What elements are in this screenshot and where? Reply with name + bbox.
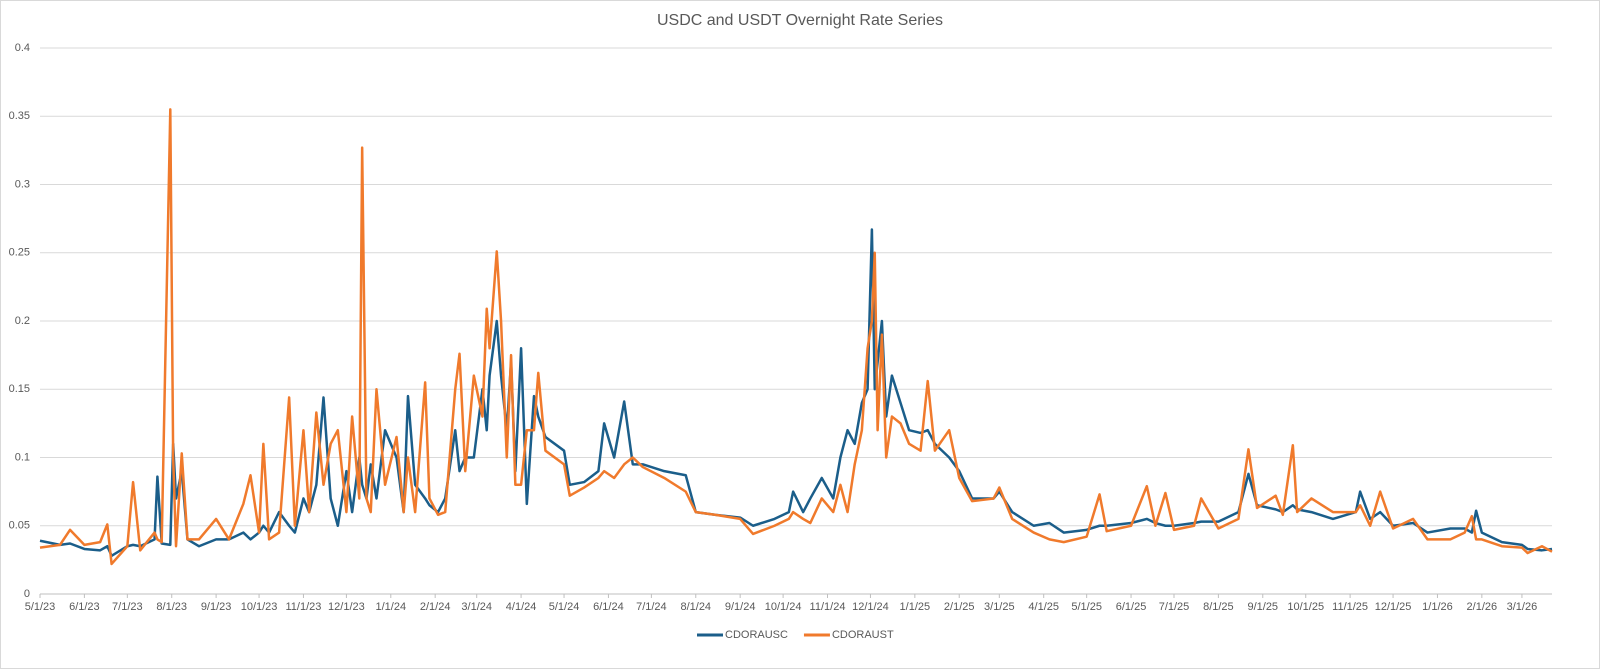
x-tick-label: 9/1/24	[725, 601, 756, 613]
x-tick-label: 10/1/25	[1287, 601, 1324, 613]
y-tick-label: 0.2	[15, 315, 30, 327]
x-tick-label: 10/1/23	[241, 601, 278, 613]
series-line	[39, 228, 1553, 558]
x-tick-label: 3/1/25	[984, 601, 1015, 613]
x-tick-label: 12/1/23	[328, 601, 365, 613]
y-tick-label: 0.1	[15, 451, 30, 463]
x-tick-label: 11/1/23	[286, 601, 322, 613]
y-tick-label: 0	[24, 588, 30, 600]
x-tick-label: 5/1/23	[25, 601, 56, 613]
x-tick-label: 2/1/24	[420, 601, 451, 613]
x-tick-label: 2/1/26	[1467, 601, 1498, 613]
x-tick-label: 8/1/23	[156, 601, 187, 613]
x-tick-label: 5/1/24	[549, 601, 580, 613]
x-tick-label: 5/1/25	[1071, 601, 1102, 613]
x-tick-label: 1/1/26	[1422, 601, 1453, 613]
x-tick-label: 4/1/24	[506, 601, 537, 613]
x-tick-label: 7/1/23	[112, 601, 143, 613]
legend-label: CDORAUSC	[725, 629, 788, 641]
x-tick-label: 12/1/24	[852, 601, 889, 613]
y-tick-label: 0.25	[9, 247, 30, 259]
x-tick-label: 9/1/23	[201, 601, 232, 613]
y-tick-label: 0.15	[9, 383, 30, 395]
x-tick-label: 6/1/24	[593, 601, 624, 613]
x-tick-label: 2/1/25	[944, 601, 975, 613]
x-tick-label: 11/1/24	[810, 601, 846, 613]
series-line	[39, 108, 1553, 566]
x-tick-label: 3/1/24	[461, 601, 492, 613]
x-tick-label: 4/1/25	[1028, 601, 1059, 613]
x-tick-label: 8/1/24	[680, 601, 711, 613]
y-tick-label: 0.3	[15, 178, 30, 190]
x-tick-label: 7/1/24	[636, 601, 667, 613]
x-tick-label: 6/1/23	[69, 601, 100, 613]
x-tick-label: 6/1/25	[1116, 601, 1147, 613]
x-tick-label: 10/1/24	[765, 601, 802, 613]
x-tick-label: 1/1/24	[375, 601, 406, 613]
x-tick-label: 7/1/25	[1159, 601, 1190, 613]
x-tick-label: 1/1/25	[900, 601, 931, 613]
x-tick-label: 11/1/25	[1332, 601, 1368, 613]
legend-label: CDORAUST	[832, 629, 894, 641]
x-tick-label: 3/1/26	[1507, 601, 1538, 613]
y-tick-label: 0.4	[15, 42, 30, 54]
y-tick-label: 0.35	[9, 110, 30, 122]
x-tick-label: 8/1/25	[1203, 601, 1234, 613]
x-tick-label: 12/1/25	[1375, 601, 1412, 613]
chart-title: USDC and USDT Overnight Rate Series	[657, 12, 943, 29]
x-tick-label: 9/1/25	[1247, 601, 1278, 613]
y-tick-label: 0.05	[9, 520, 30, 532]
